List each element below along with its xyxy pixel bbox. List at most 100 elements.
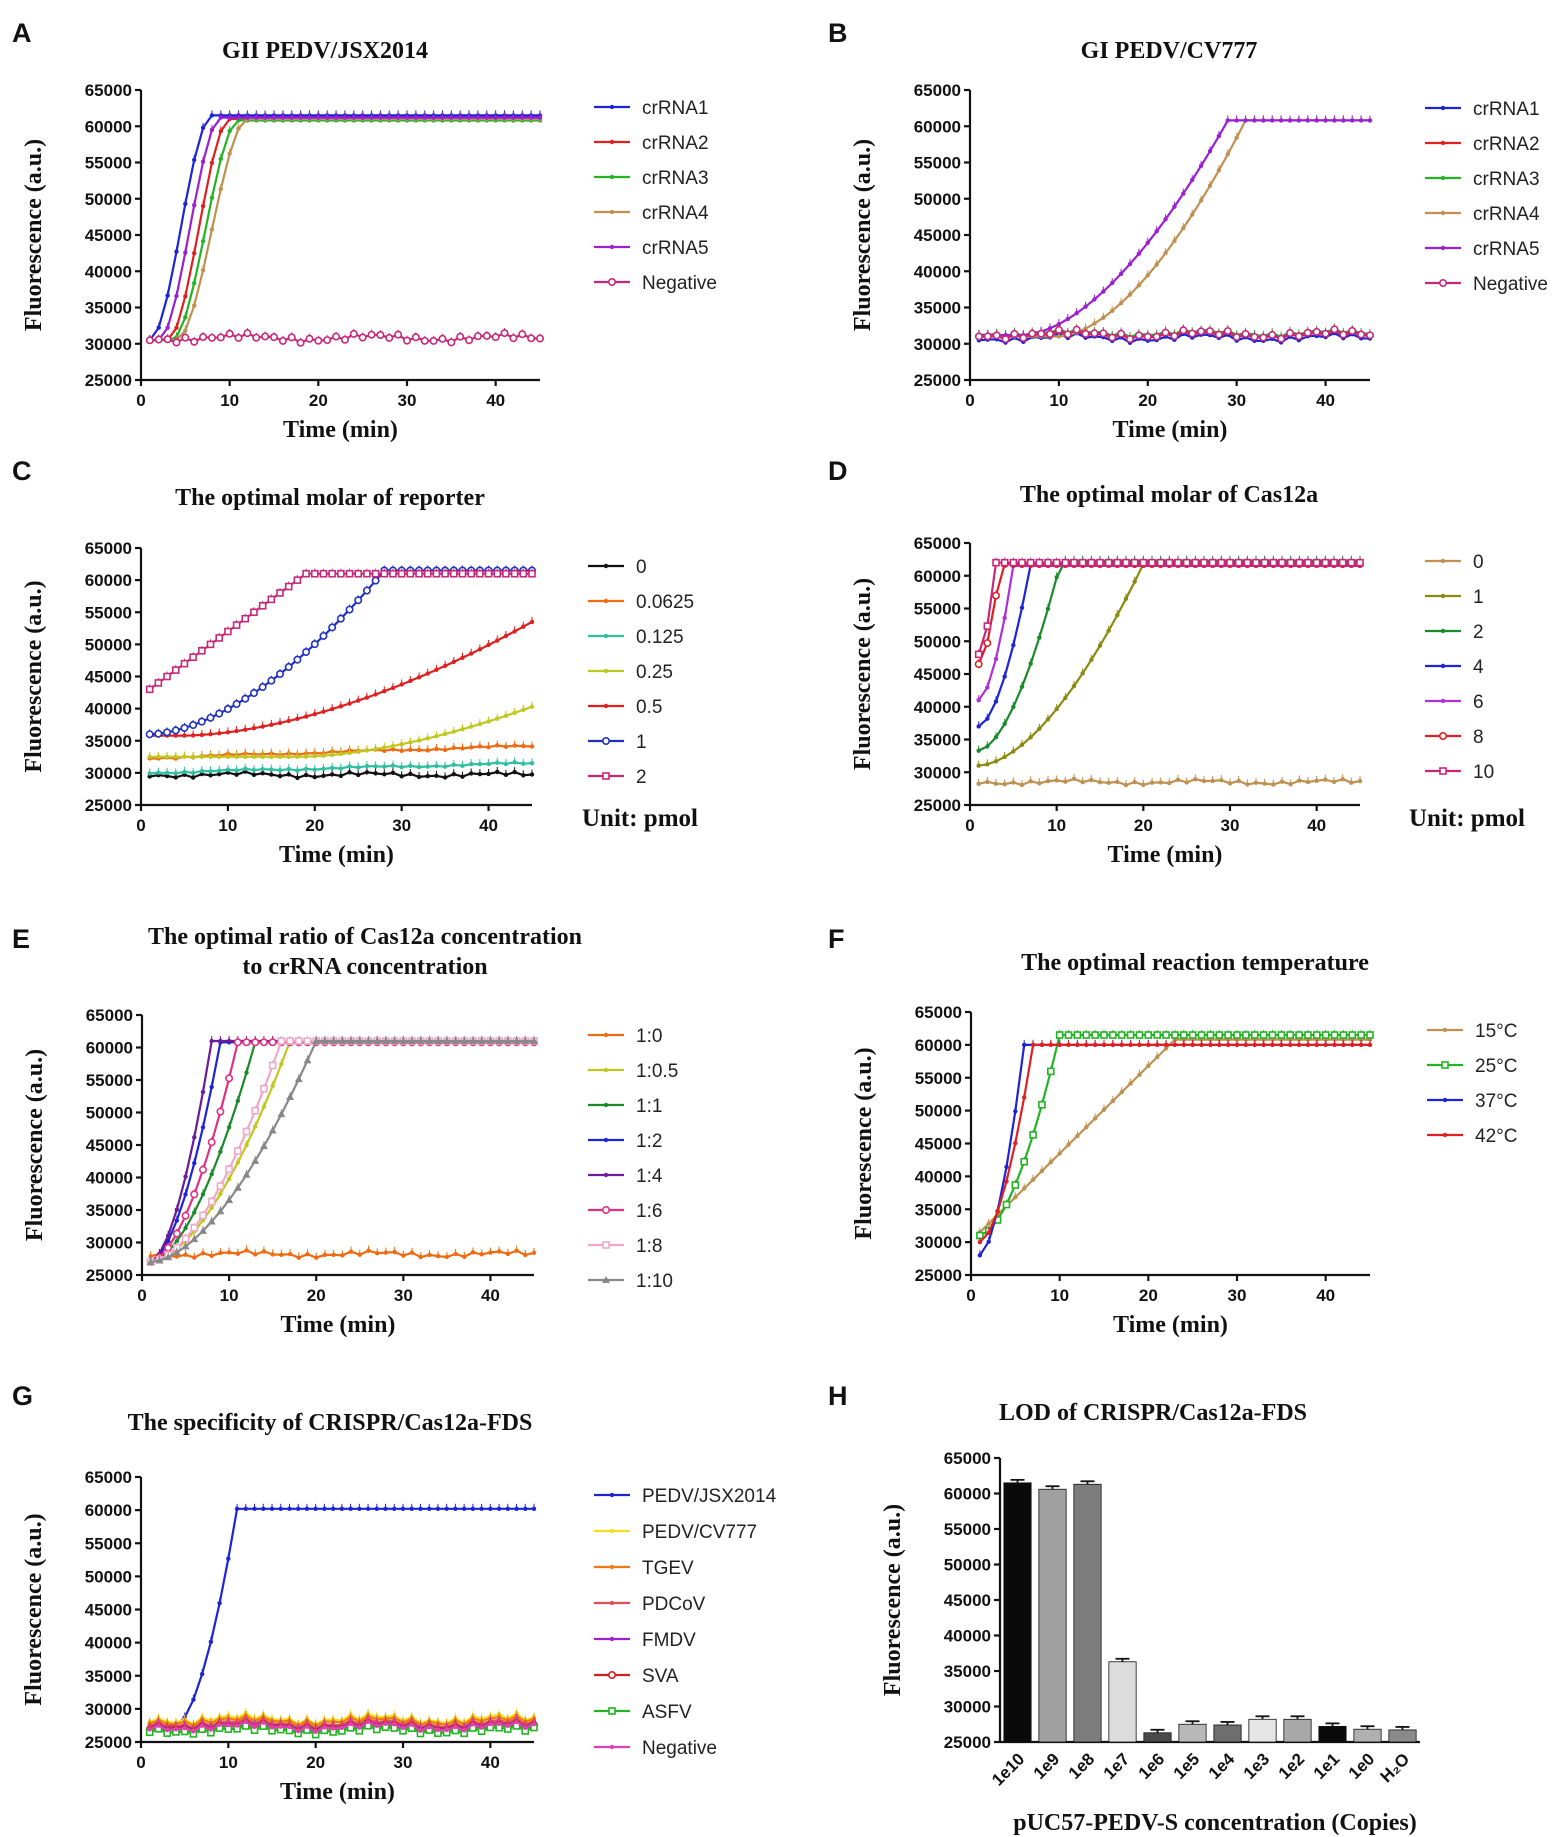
series-line: [978, 119, 1370, 337]
y-tick-label: 45000: [85, 226, 132, 245]
data-point: [1332, 1042, 1337, 1048]
data-point: [209, 195, 215, 200]
data-point: [304, 1724, 310, 1729]
data-point: [1037, 781, 1042, 786]
data-point: [1297, 778, 1302, 783]
data-point: [269, 767, 274, 772]
data-point: [602, 772, 610, 780]
data-point: [217, 771, 222, 777]
data-point: [1045, 606, 1051, 612]
data-point: [434, 667, 439, 672]
data-point: [364, 1037, 373, 1044]
data-point: [339, 1725, 345, 1731]
data-point: [364, 763, 370, 769]
y-axis-label: Fluorescence (a.u.): [21, 580, 47, 772]
data-point: [416, 774, 422, 780]
data-point: [1038, 1100, 1046, 1109]
data-point: [477, 761, 483, 767]
data-point: [1350, 1042, 1355, 1048]
data-point: [1323, 777, 1328, 782]
data-point: [1096, 558, 1104, 567]
data-point: [603, 1102, 609, 1108]
data-point: [1080, 671, 1085, 676]
data-point: [493, 569, 502, 578]
data-point: [227, 115, 232, 120]
data-point: [390, 770, 396, 775]
chart-title: The optimal ratio of Cas12a concentratio…: [148, 924, 582, 950]
bar: [1388, 1729, 1417, 1743]
data-point: [1295, 558, 1304, 567]
data-point: [505, 1723, 510, 1729]
data-point: [364, 748, 370, 753]
panel-label: G: [12, 1381, 33, 1411]
data-point: [1149, 780, 1155, 785]
data-point: [376, 331, 385, 340]
y-axis-label: Fluorescence (a.u.): [21, 139, 47, 331]
data-point: [330, 1726, 336, 1731]
panel-label: D: [828, 456, 848, 486]
data-point: [1331, 779, 1337, 785]
data-point: [1071, 776, 1077, 782]
data-point: [245, 115, 250, 120]
data-point: [1440, 105, 1446, 111]
data-point: [1171, 1031, 1179, 1039]
series-Negative: [145, 328, 544, 347]
legend-label: 0: [636, 557, 647, 578]
data-point: [200, 1192, 206, 1197]
data-point: [286, 1092, 295, 1100]
x-tick-label: 40: [481, 1753, 500, 1772]
data-point: [304, 1506, 310, 1512]
data-point: [1019, 333, 1028, 342]
data-point: [156, 325, 161, 330]
data-point: [486, 642, 491, 648]
data-point: [1366, 1031, 1374, 1039]
x-axis-label: Time (min): [283, 417, 398, 443]
data-point: [354, 569, 363, 578]
data-point: [1261, 118, 1266, 123]
data-point: [181, 1211, 190, 1220]
data-point: [529, 619, 535, 625]
data-point: [360, 115, 365, 120]
data-point: [458, 569, 467, 578]
series-line: [978, 562, 1360, 767]
y-axis-label: Fluorescence (a.u.): [21, 1513, 47, 1705]
data-point: [1047, 1067, 1055, 1076]
data-point: [1314, 118, 1319, 123]
data-point: [416, 764, 422, 770]
data-point: [373, 771, 378, 776]
data-point: [192, 1210, 197, 1215]
data-point: [198, 1226, 207, 1234]
data-point: [470, 1722, 476, 1727]
data-point: [226, 1250, 232, 1255]
data-point: [217, 754, 222, 760]
data-point: [1021, 1095, 1027, 1100]
data-point: [356, 698, 361, 703]
data-point: [449, 569, 458, 578]
data-point: [182, 733, 187, 738]
bar: [1073, 1483, 1102, 1743]
x-tick-label: 40: [1307, 816, 1326, 835]
x-tick-label: 10: [220, 391, 239, 410]
data-point: [408, 747, 413, 753]
data-point: [329, 752, 335, 758]
x-tick-label: 0: [965, 391, 974, 410]
y-tick-label: 60000: [85, 117, 132, 136]
data-point: [1287, 118, 1293, 123]
legend-label: 1:4: [636, 1166, 663, 1187]
data-point: [313, 1729, 318, 1735]
legend-label: 6: [1473, 692, 1484, 713]
data-point: [199, 1211, 207, 1220]
data-point: [348, 1721, 353, 1727]
panel-label: C: [12, 456, 32, 486]
data-point: [1101, 1042, 1107, 1048]
x-tick-label: 10: [1050, 1286, 1069, 1305]
data-point: [192, 1135, 197, 1140]
data-point: [479, 1252, 484, 1257]
data-point: [1262, 781, 1267, 786]
x-tick-label: 30: [394, 1286, 413, 1305]
data-point: [1174, 558, 1182, 567]
data-point: [174, 325, 179, 331]
data-point: [1190, 177, 1195, 183]
data-point: [1215, 1031, 1224, 1039]
data-point: [208, 754, 213, 760]
